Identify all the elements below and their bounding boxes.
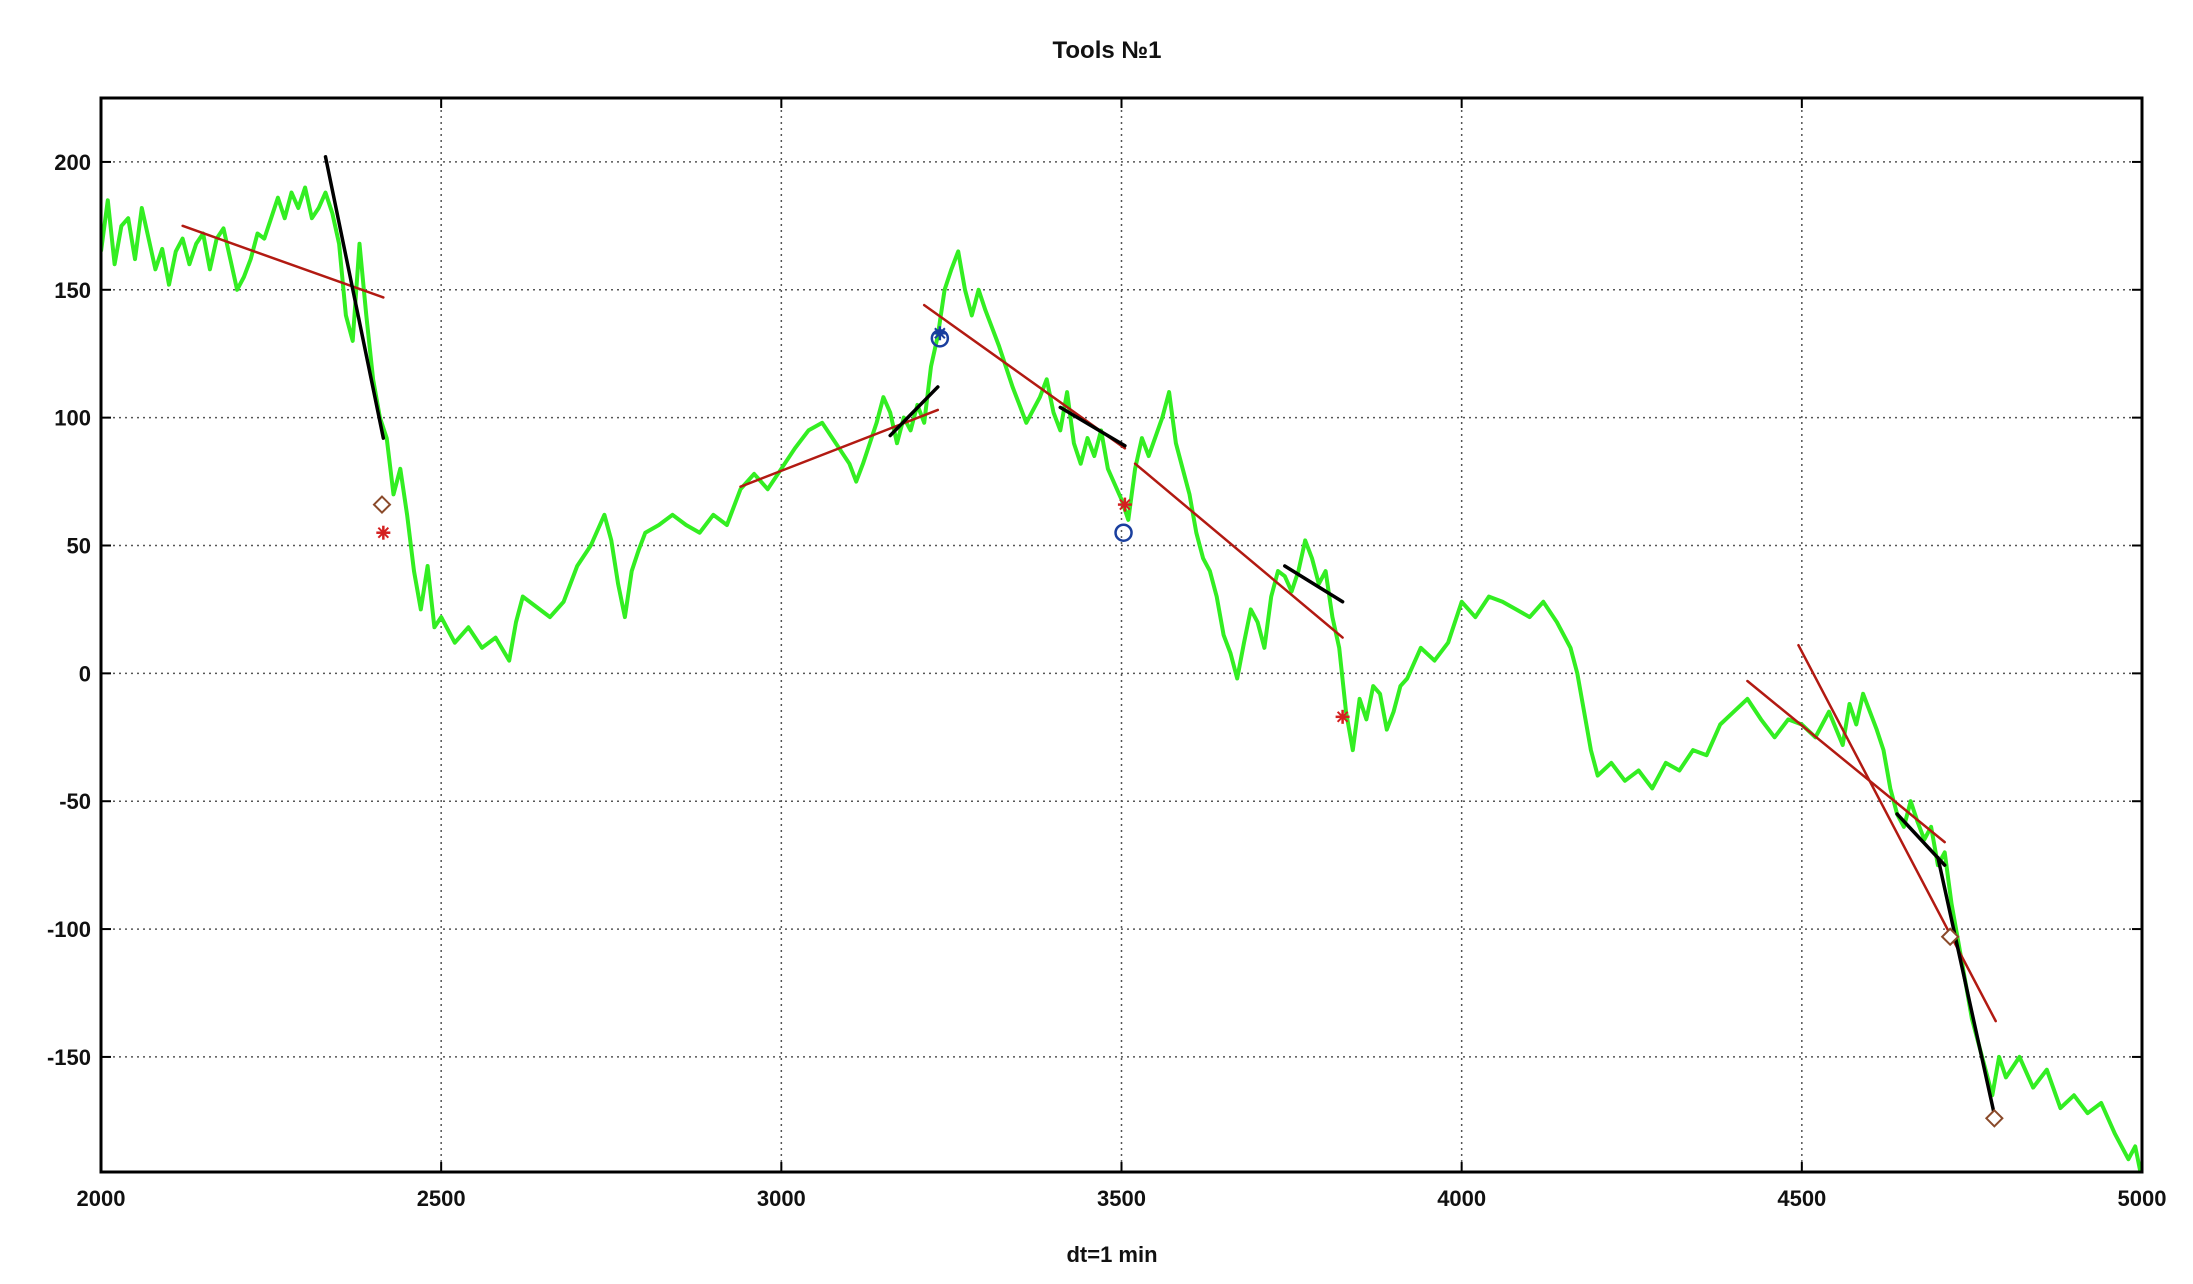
- chart-title: Tools №1: [1053, 37, 1162, 64]
- diamond-marker: [372, 495, 392, 514]
- y-tick-label: -100: [47, 917, 91, 942]
- x-tick-label: 4500: [1777, 1186, 1826, 1211]
- axis-ticks: [100, 98, 2143, 1172]
- trend-line-red: [1746, 679, 1946, 844]
- y-tick-label: -150: [47, 1045, 91, 1070]
- star-marker: [1117, 497, 1132, 512]
- star-marker: [932, 326, 947, 341]
- y-tick-labels: -150 -100 -50 0 50 100 150 200: [47, 150, 91, 1070]
- trend-line-black: [1058, 405, 1127, 448]
- x-tick-label: 5000: [2118, 1186, 2167, 1211]
- x-tick-label: 2500: [417, 1186, 466, 1211]
- x-tick-label: 3500: [1097, 1186, 1146, 1211]
- x-tick-labels: 2000 2500 3000 3500 4000 4500 5000: [77, 1186, 2167, 1211]
- y-tick-label: 150: [54, 278, 91, 303]
- trend-line-red: [1133, 462, 1344, 639]
- trend-lines: [181, 155, 1998, 1123]
- series-layer: [101, 185, 2142, 1172]
- x-axis-title: dt=1 min: [1066, 1242, 1157, 1267]
- y-tick-label: -50: [59, 789, 91, 814]
- plot-frame: [99, 96, 2144, 1174]
- x-tick-label: 2000: [77, 1186, 126, 1211]
- y-tick-label: 0: [79, 661, 91, 686]
- star-marker: [1335, 709, 1350, 724]
- y-tick-label: 100: [54, 406, 91, 431]
- trend-line-black: [1936, 855, 1998, 1123]
- price-series-line: [101, 185, 2142, 1172]
- trend-line-black: [888, 385, 940, 438]
- y-tick-label: 50: [67, 534, 91, 559]
- diamond-marker: [1984, 1108, 2004, 1128]
- trend-line-black: [1283, 564, 1345, 604]
- trend-line-black: [323, 155, 386, 440]
- star-marker: [376, 525, 391, 540]
- trend-line-red: [1797, 643, 1997, 1023]
- trend-line-red: [181, 224, 385, 299]
- markers: [372, 326, 2004, 1128]
- circle-marker: [1114, 523, 1133, 542]
- y-tick-label: 200: [54, 150, 91, 175]
- x-tick-label: 4000: [1437, 1186, 1486, 1211]
- grid: [101, 98, 2142, 1172]
- x-tick-label: 3000: [757, 1186, 806, 1211]
- diamond-marker: [1940, 927, 1960, 947]
